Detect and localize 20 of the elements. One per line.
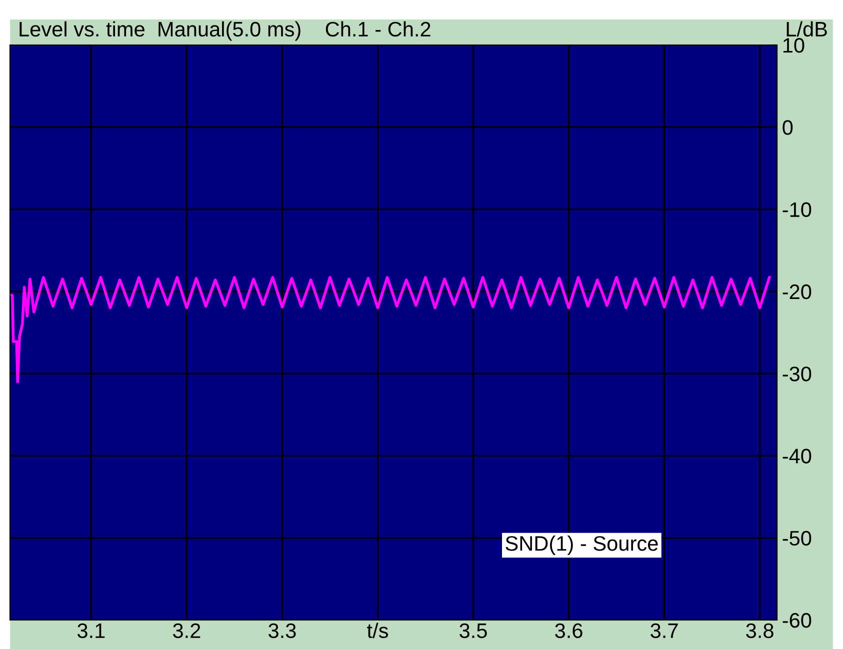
y-axis-title: L/dB: [786, 21, 827, 37]
y-tick-label: 10: [783, 38, 804, 53]
y-tick-label: -10: [782, 202, 812, 218]
x-tick-label: 3.1: [78, 623, 105, 638]
x-tick-label: 3.2: [173, 623, 200, 638]
x-tick-label: 3.7: [650, 623, 678, 638]
x-tick-label: 3.5: [460, 623, 487, 638]
x-tick-label: 3.6: [555, 623, 582, 638]
chart-title: Level vs. time Manual(5.0 ms) Ch.1 - Ch.2: [20, 21, 430, 41]
annotation: SND(1) - Source: [506, 536, 658, 555]
y-tick-label: 0: [782, 120, 793, 135]
y-tick-label: -50: [782, 530, 812, 546]
y-tick-label: -20: [782, 284, 812, 300]
x-tick-label: 3.8: [746, 623, 774, 638]
y-tick-label: -60: [782, 613, 812, 628]
y-tick-label: -40: [782, 448, 812, 464]
line-series: [10, 276, 771, 384]
x-tick-label: t/s: [367, 622, 388, 638]
x-tick-label: 3.3: [268, 623, 296, 638]
y-tick-label: -30: [782, 366, 812, 382]
